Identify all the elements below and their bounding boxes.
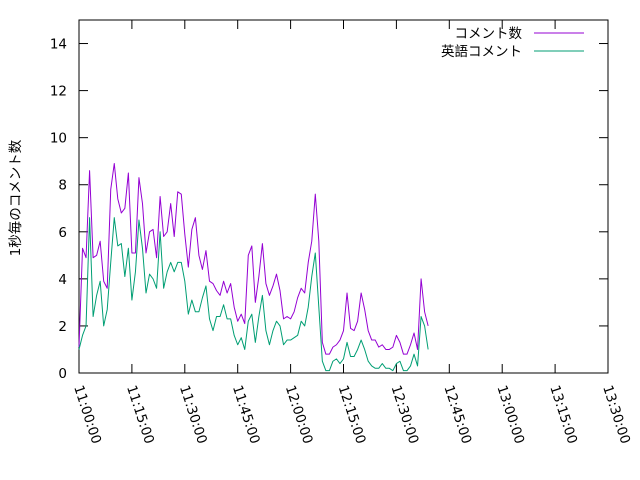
plot-frame	[78, 19, 609, 374]
series-line-2	[78, 217, 429, 372]
x-axis: 11:00:00 11:15:00 11:30:00 11:45:00 12:00:00…	[70, 20, 633, 446]
x-tick-label: 13:00:00	[493, 383, 527, 446]
x-tick-label: 13:30:00	[599, 383, 633, 446]
y-tick-label: 8	[58, 178, 67, 194]
y-tick-label: 14	[50, 37, 67, 53]
series-line-1	[78, 163, 429, 355]
y-tick-label: 4	[58, 272, 67, 288]
x-tick-label: 11:30:00	[176, 383, 210, 446]
y-tick-label: 12	[50, 84, 67, 100]
x-tick-label: 11:15:00	[123, 383, 157, 446]
legend-label-1: コメント数	[455, 26, 523, 42]
y-tick-label: 10	[50, 131, 67, 147]
y-tick-label: 0	[58, 366, 67, 382]
x-tick-label: 12:30:00	[388, 383, 422, 446]
y-axis-title: 1秒毎のコメント数	[8, 139, 24, 256]
x-tick-label: 13:15:00	[546, 383, 580, 446]
x-tick-label: 11:45:00	[229, 383, 263, 446]
series-lines	[78, 163, 429, 372]
legend-label-2: 英語コメント	[441, 43, 522, 60]
plot-border	[78, 19, 609, 374]
x-tick-label: 12:45:00	[440, 383, 474, 446]
x-tick-label: 12:00:00	[282, 383, 316, 446]
x-tick-label: 11:00:00	[70, 383, 104, 446]
x-tick-label: 12:15:00	[335, 383, 369, 446]
y-tick-label: 6	[58, 225, 67, 241]
y-tick-label: 2	[58, 319, 67, 335]
y-axis: 0 2 4 6 8 10 12 14	[50, 37, 608, 382]
